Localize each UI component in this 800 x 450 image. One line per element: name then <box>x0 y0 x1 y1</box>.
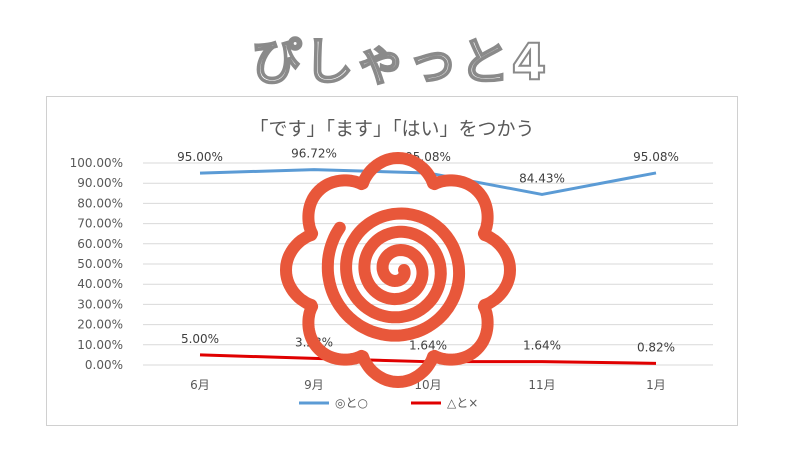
data-label: 1.64% <box>409 339 447 353</box>
chart-title: 「です」「ます」「はい」をつかう <box>249 118 534 140</box>
series-lines <box>199 168 657 365</box>
data-label: 3.28% <box>295 335 333 349</box>
y-tick-label: 40.00% <box>77 277 123 291</box>
chart-legend: ◎と○ △と× <box>299 396 478 410</box>
y-tick-label: 80.00% <box>77 196 123 210</box>
x-tick-label: 11月 <box>528 378 555 392</box>
y-tick-label: 0.00% <box>85 358 123 372</box>
series-line-2 <box>199 353 657 365</box>
y-tick-label: 10.00% <box>77 338 123 352</box>
data-label: 96.72% <box>291 147 337 161</box>
data-label: 5.00% <box>181 332 219 346</box>
x-tick-label: 10月 <box>414 378 441 392</box>
data-label: 0.82% <box>637 340 675 354</box>
y-tick-label: 70.00% <box>77 217 123 231</box>
x-tick-label: 1月 <box>646 378 666 392</box>
series-line-1 <box>199 168 657 196</box>
chart-frame: 「です」「ます」「はい」をつかう 0.00% 10.00% 20.00% 30.00%… <box>46 96 738 426</box>
data-label: 84.43% <box>519 171 565 185</box>
x-tick-label: 9月 <box>304 378 324 392</box>
x-tick-label: 6月 <box>190 378 210 392</box>
data-label: 95.08% <box>405 150 451 164</box>
y-tick-label: 50.00% <box>77 257 123 271</box>
data-label: 95.08% <box>633 150 679 164</box>
chart-grid <box>143 162 713 366</box>
data-label: 95.00% <box>177 150 223 164</box>
legend-entry: ◎と○ <box>335 396 368 410</box>
legend-entry: △と× <box>447 396 478 410</box>
x-axis-ticks: 6月 9月 10月 11月 1月 <box>190 378 666 392</box>
banner-title: ぴしゃっと4 <box>251 32 549 92</box>
data-label: 1.64% <box>523 339 561 353</box>
y-tick-label: 20.00% <box>77 318 123 332</box>
y-tick-label: 90.00% <box>77 176 123 190</box>
data-labels: 95.00% 96.72% 95.08% 84.43% 95.08% 5.00% 3.28%… <box>177 147 679 355</box>
y-tick-label: 30.00% <box>77 297 123 311</box>
line-chart: 「です」「ます」「はい」をつかう 0.00% 10.00% 20.00% 30.00%… <box>70 118 713 410</box>
y-tick-label: 100.00% <box>70 156 123 170</box>
y-tick-label: 60.00% <box>77 237 123 251</box>
y-axis-ticks: 0.00% 10.00% 20.00% 30.00% 40.00% 50.00% 60.00… <box>70 156 123 372</box>
